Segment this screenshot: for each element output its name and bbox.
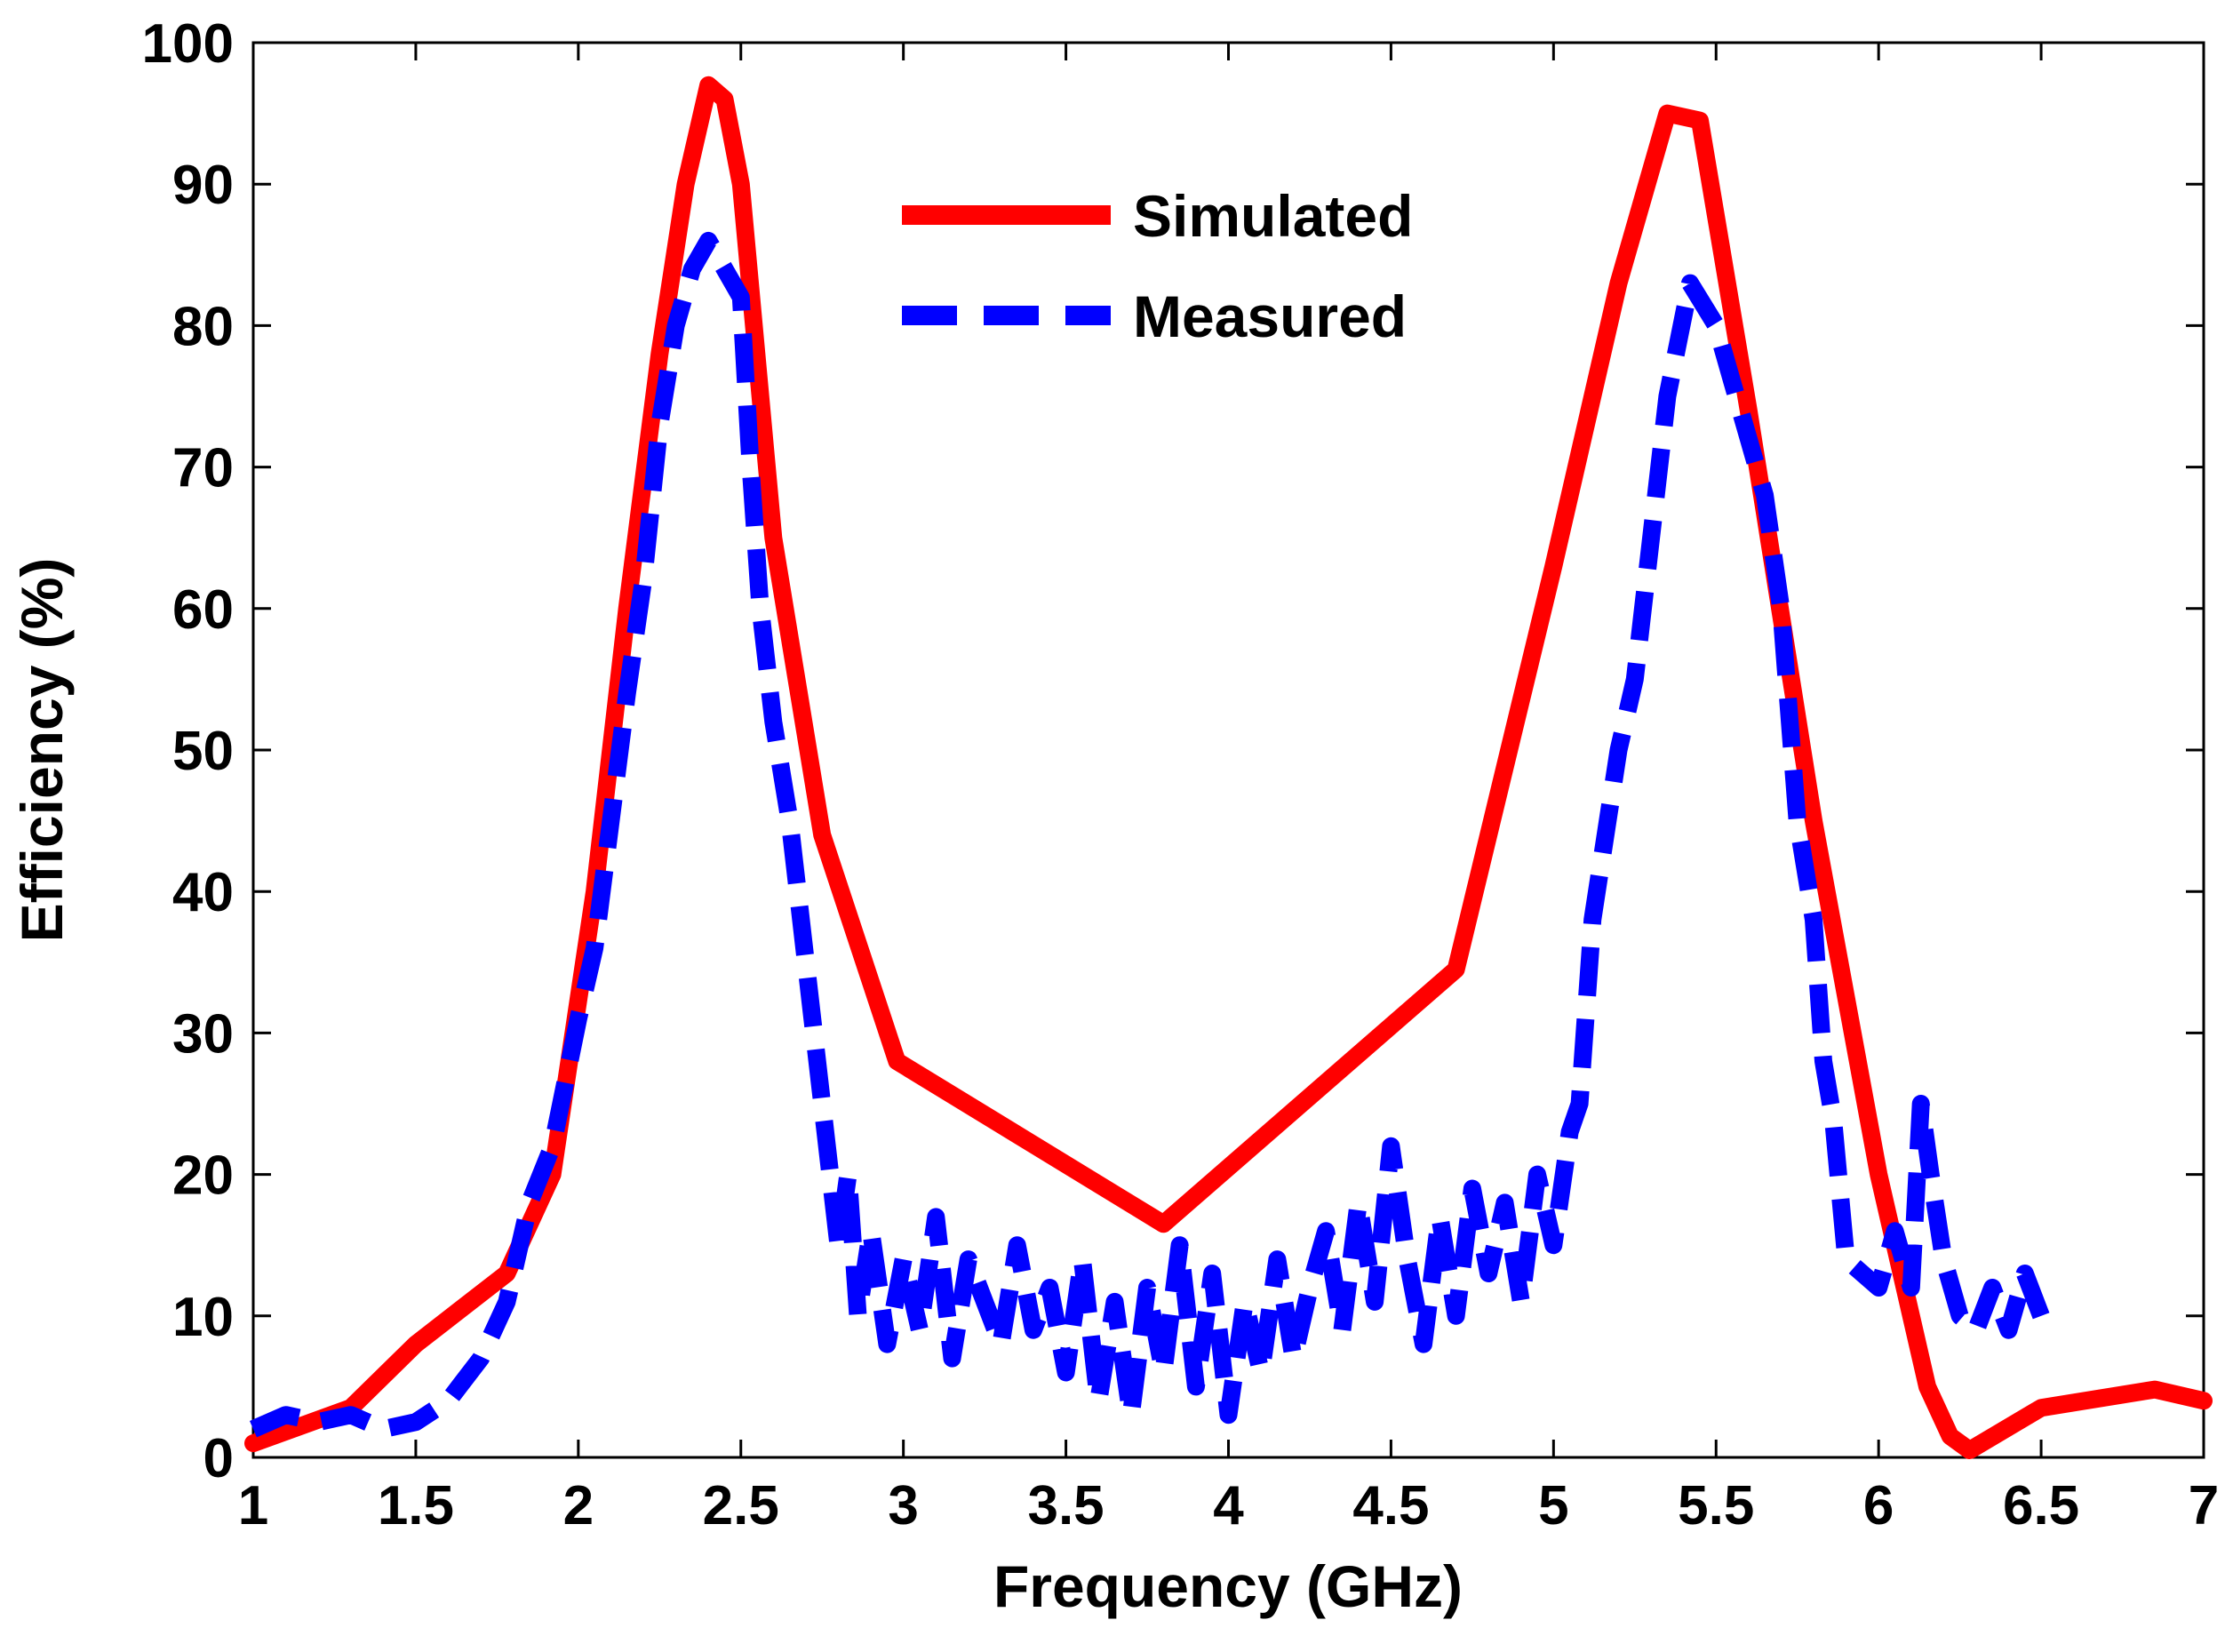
series-simulated-line (244, 76, 2213, 1459)
x-tick-label: 4 (1213, 1475, 1244, 1536)
x-tick-label: 6 (1863, 1475, 1894, 1536)
y-tick-label: 90 (172, 155, 234, 216)
y-axis-label: Efficiency (%) (9, 558, 75, 943)
x-tick-label: 3.5 (1027, 1475, 1104, 1536)
series-measured-line (249, 231, 2050, 1439)
y-tick-label: 70 (172, 438, 234, 499)
y-tick-label: 30 (172, 1003, 234, 1065)
x-tick-label: 1.5 (378, 1475, 454, 1536)
x-tick-label: 7 (2189, 1475, 2219, 1536)
x-tick-label: 3 (888, 1475, 918, 1536)
x-tick-label: 2 (563, 1475, 594, 1536)
x-tick-label: 5.5 (1678, 1475, 1754, 1536)
x-tick-labels: 1 1.5 2 2.5 3 3.5 4 4.5 5 5.5 6 6.5 7 (238, 1475, 2219, 1536)
legend-simulated-label: Simulated (1133, 183, 1413, 249)
y-tick-label: 0 (203, 1428, 234, 1489)
y-tick-label: 40 (172, 862, 234, 923)
legend: Simulated Measured (902, 183, 1413, 349)
x-tick-label: 1 (238, 1475, 268, 1536)
x-axis-label: Frequency (GHz) (993, 1553, 1463, 1619)
x-tick-label: 6.5 (2003, 1475, 2079, 1536)
y-tick-labels: 0 10 20 30 40 50 60 70 80 90 100 (142, 13, 234, 1489)
legend-measured-label: Measured (1133, 283, 1407, 349)
y-tick-label: 100 (142, 13, 234, 75)
plot-area (251, 41, 2205, 1459)
y-tick-label: 20 (172, 1145, 234, 1207)
series-layer (244, 76, 2213, 1459)
y-tick-label: 60 (172, 579, 234, 641)
x-tick-label: 5 (1538, 1475, 1568, 1536)
y-tick-label: 50 (172, 721, 234, 782)
x-tick-label: 4.5 (1352, 1475, 1429, 1536)
x-tick-label: 2.5 (703, 1475, 779, 1536)
y-tick-label: 80 (172, 296, 234, 357)
y-tick-label: 10 (172, 1287, 234, 1348)
